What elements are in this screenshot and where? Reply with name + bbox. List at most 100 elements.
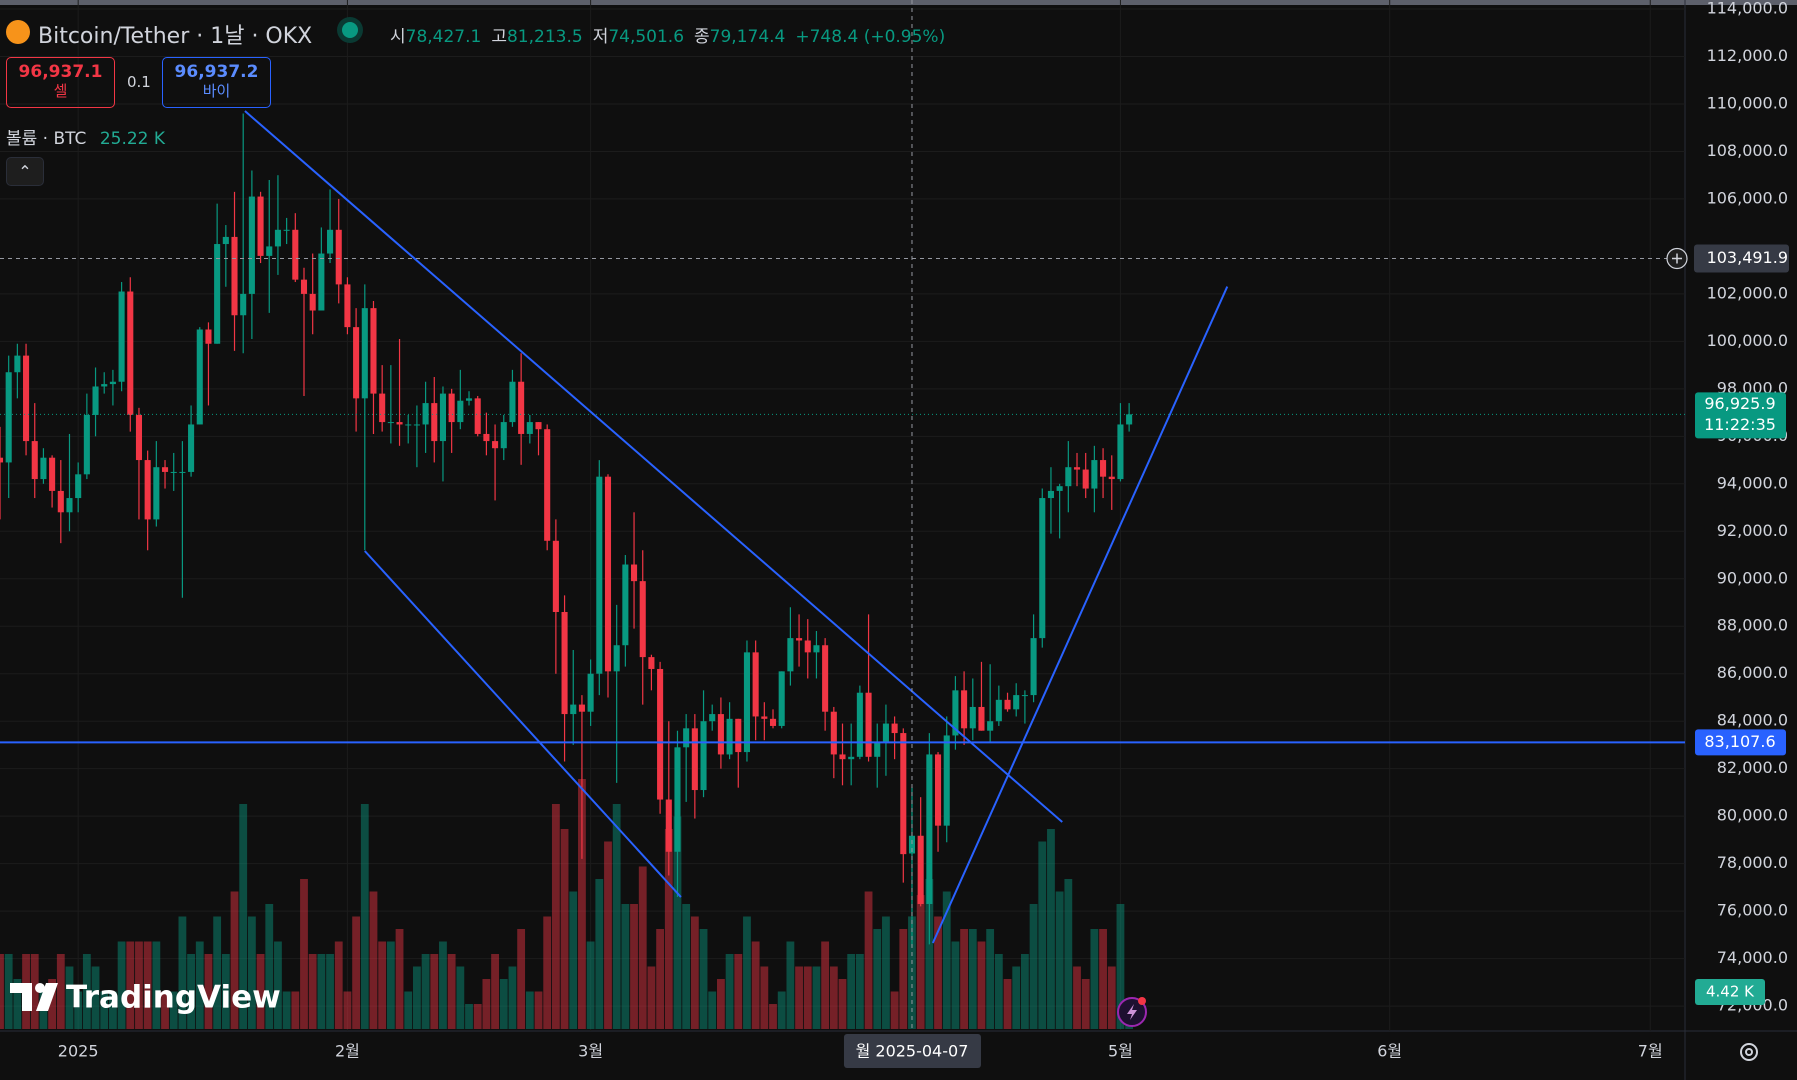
candle-body <box>796 638 803 641</box>
volume-bar <box>317 954 326 1029</box>
volume-bar <box>942 891 951 1029</box>
volume-bar <box>256 954 265 1029</box>
candle-body <box>839 754 846 760</box>
collapse-button[interactable]: ⌃ <box>6 157 44 186</box>
volume-bar <box>994 954 1003 1029</box>
candle-body <box>987 721 994 731</box>
volume-pane <box>0 779 1134 1029</box>
candle-body <box>874 742 881 757</box>
volume-bar <box>430 954 439 1029</box>
volume-bar <box>916 895 925 1029</box>
candle-body <box>109 381 116 385</box>
candle-body <box>457 400 464 423</box>
candle-body <box>214 244 221 344</box>
logo-text: TradingView <box>66 980 281 1016</box>
ohlc-key: 시 <box>390 27 406 47</box>
volume-bar <box>326 954 334 1029</box>
volume-bar <box>534 991 543 1029</box>
candle-body <box>422 403 429 425</box>
volume-bar <box>265 904 274 1029</box>
volume-bar <box>925 879 934 1029</box>
candle-body <box>309 293 316 311</box>
candle-body <box>222 236 229 245</box>
candle-body <box>179 471 186 473</box>
y-tick-label: 78,000.0 <box>1717 853 1788 872</box>
price-pane <box>0 0 1685 1031</box>
candle-body <box>1004 699 1011 710</box>
volume-bar <box>1116 904 1125 1029</box>
volume-bar <box>282 991 291 1029</box>
candle-body <box>717 714 724 755</box>
volume-bar <box>821 941 830 1029</box>
volume-bar <box>1029 904 1038 1029</box>
candle-body <box>492 441 499 449</box>
volume-bar <box>334 941 343 1029</box>
ohlc-change: +748.4 (+0.95%) <box>795 27 946 47</box>
y-tick-label: 114,000.0 <box>1707 0 1788 18</box>
axes: 72,000.074,000.076,000.078,000.080,000.0… <box>58 0 1789 1068</box>
candle-body <box>231 236 238 316</box>
volume-bar <box>117 941 126 1029</box>
candle-body <box>891 723 898 734</box>
candle-body <box>804 640 811 653</box>
volume-bar <box>213 916 222 1029</box>
y-tick-label: 90,000.0 <box>1717 568 1788 587</box>
hline-label-box <box>1695 729 1786 756</box>
volume-bar <box>673 816 682 1029</box>
volume-bar <box>560 829 569 1029</box>
candle-body <box>5 372 12 463</box>
spread: 0.1 <box>127 73 151 91</box>
volume-bar <box>716 979 725 1029</box>
settings-icon[interactable] <box>1740 1043 1758 1061</box>
volume-bar <box>525 991 534 1029</box>
volume-bar <box>74 991 83 1029</box>
candle-body <box>1073 467 1081 470</box>
y-tick-label: 76,000.0 <box>1717 901 1788 920</box>
grid <box>0 0 1685 1031</box>
volume-bar <box>551 804 560 1029</box>
x-tick-label: 7월 <box>1638 1042 1663 1061</box>
hline-label: 83,107.6 <box>1704 732 1775 751</box>
candle-body <box>761 716 768 719</box>
volume-bar <box>239 804 248 1029</box>
candle-body <box>900 733 907 855</box>
candle-body <box>544 429 551 541</box>
volume-bar <box>604 841 612 1029</box>
volume-bar <box>0 954 4 1029</box>
volume-bar <box>421 954 430 1029</box>
candle-body <box>196 329 203 425</box>
candle-body <box>1056 486 1063 491</box>
volume-bar <box>508 966 517 1029</box>
candle-body <box>396 422 403 425</box>
add-alert-button[interactable] <box>1666 247 1688 270</box>
volume-bar <box>274 941 282 1029</box>
candle-body <box>926 754 933 904</box>
sell-button[interactable]: 96,937.1 셀 <box>6 57 115 108</box>
candle-body <box>49 457 56 491</box>
volume-bar <box>986 929 995 1029</box>
candle-body <box>622 564 629 646</box>
symbol-title[interactable]: Bitcoin/Tether · 1날 · OKX <box>38 24 313 49</box>
ohlc-legend: 시78,427.1 고81,213.5 저74,501.6 종79,174.4 +748… <box>390 22 945 47</box>
trend-line <box>244 110 1063 823</box>
candle-body <box>101 384 108 387</box>
volume-bar <box>803 966 812 1029</box>
candle-body <box>1117 424 1124 480</box>
volume-bar <box>152 941 161 1029</box>
last-price-label: 96,925.9 <box>1704 394 1775 413</box>
volume-bar <box>91 966 100 1029</box>
candle-body <box>561 612 568 715</box>
candle-body <box>648 657 655 669</box>
buy-button[interactable]: 96,937.2 바이 <box>162 57 271 108</box>
candle-body <box>587 673 594 712</box>
y-tick-label: 74,000.0 <box>1717 948 1788 967</box>
volume-bar <box>882 916 890 1029</box>
candle-body <box>483 433 490 442</box>
volume-bar <box>734 954 743 1029</box>
volume-bar <box>864 891 873 1029</box>
candle-body <box>1082 469 1089 489</box>
buy-price: 96,937.2 <box>174 62 259 82</box>
alert-icon[interactable] <box>1117 997 1147 1027</box>
